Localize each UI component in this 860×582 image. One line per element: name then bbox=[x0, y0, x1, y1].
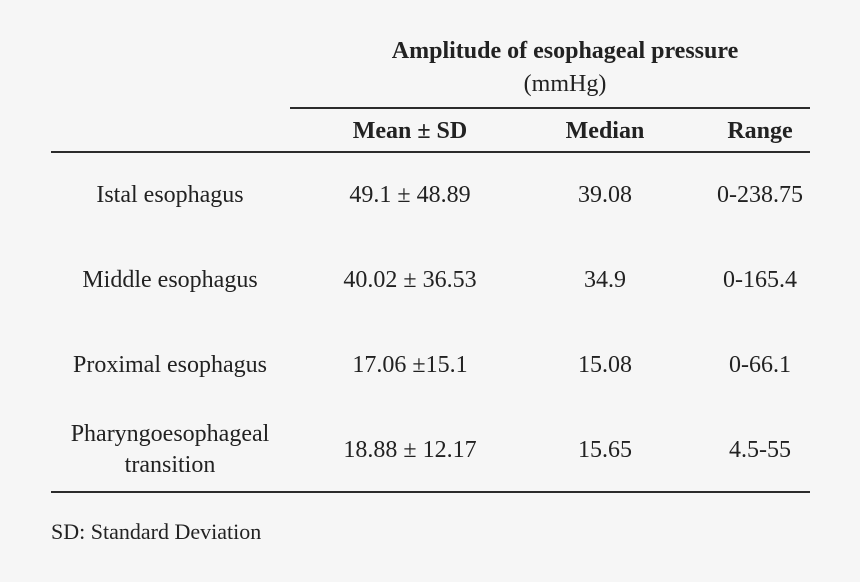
group-header-unit: (mmHg) bbox=[523, 71, 607, 97]
cell-range: 0-165.4 bbox=[723, 267, 797, 293]
cell-mean-sd: 17.06 ±15.1 bbox=[352, 352, 468, 378]
group-header-title: Amplitude of esophageal pressure bbox=[391, 38, 739, 64]
column-header-range: Range bbox=[727, 118, 793, 144]
cell-range: 0-66.1 bbox=[729, 352, 791, 378]
cell-range: 4.5-55 bbox=[729, 437, 791, 463]
cell-mean-sd: 18.88 ± 12.17 bbox=[343, 437, 477, 463]
column-header-rule bbox=[51, 151, 810, 153]
row-label: Middle esophagus bbox=[82, 267, 258, 293]
cell-range: 0-238.75 bbox=[717, 182, 803, 208]
cell-median: 34.9 bbox=[584, 267, 626, 293]
cell-median: 39.08 bbox=[578, 182, 632, 208]
row-label: Pharyngoesophageal bbox=[70, 421, 270, 447]
table-footnote: SD: Standard Deviation bbox=[51, 519, 262, 544]
row-label: Proximal esophagus bbox=[73, 352, 267, 378]
cell-median: 15.65 bbox=[578, 437, 632, 463]
column-header-mean-sd: Mean ± SD bbox=[352, 118, 468, 144]
cell-mean-sd: 49.1 ± 48.89 bbox=[349, 182, 471, 208]
table-bottom-rule bbox=[51, 491, 810, 493]
cell-median: 15.08 bbox=[578, 352, 632, 378]
column-header-median: Median bbox=[565, 118, 645, 144]
cell-mean-sd: 40.02 ± 36.53 bbox=[343, 267, 477, 293]
row-label: Istal esophagus bbox=[96, 182, 244, 208]
row-label-continued: transition bbox=[124, 452, 216, 478]
group-header-rule bbox=[290, 107, 810, 109]
